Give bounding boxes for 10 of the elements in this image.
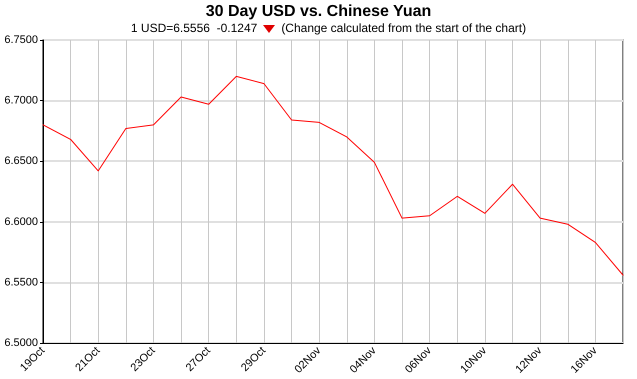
y-tick-label: 6.7500 [4,34,38,46]
y-tick-label: 6.6000 [4,216,38,228]
chart-title: 30 Day USD vs. Chinese Yuan [204,2,432,21]
line-series [42,76,624,276]
y-tick-label: 6.6500 [4,155,38,168]
y-tick-label: 6.5500 [4,276,38,288]
chart-subtitle: 1 USD=6.5556 -0.1247 [130,21,258,36]
y-tick-label: 6.5000 [4,337,38,349]
y-tick-label: 6.7000 [4,94,38,107]
text: (Change calculated from the start of the chart) [281,21,526,36]
